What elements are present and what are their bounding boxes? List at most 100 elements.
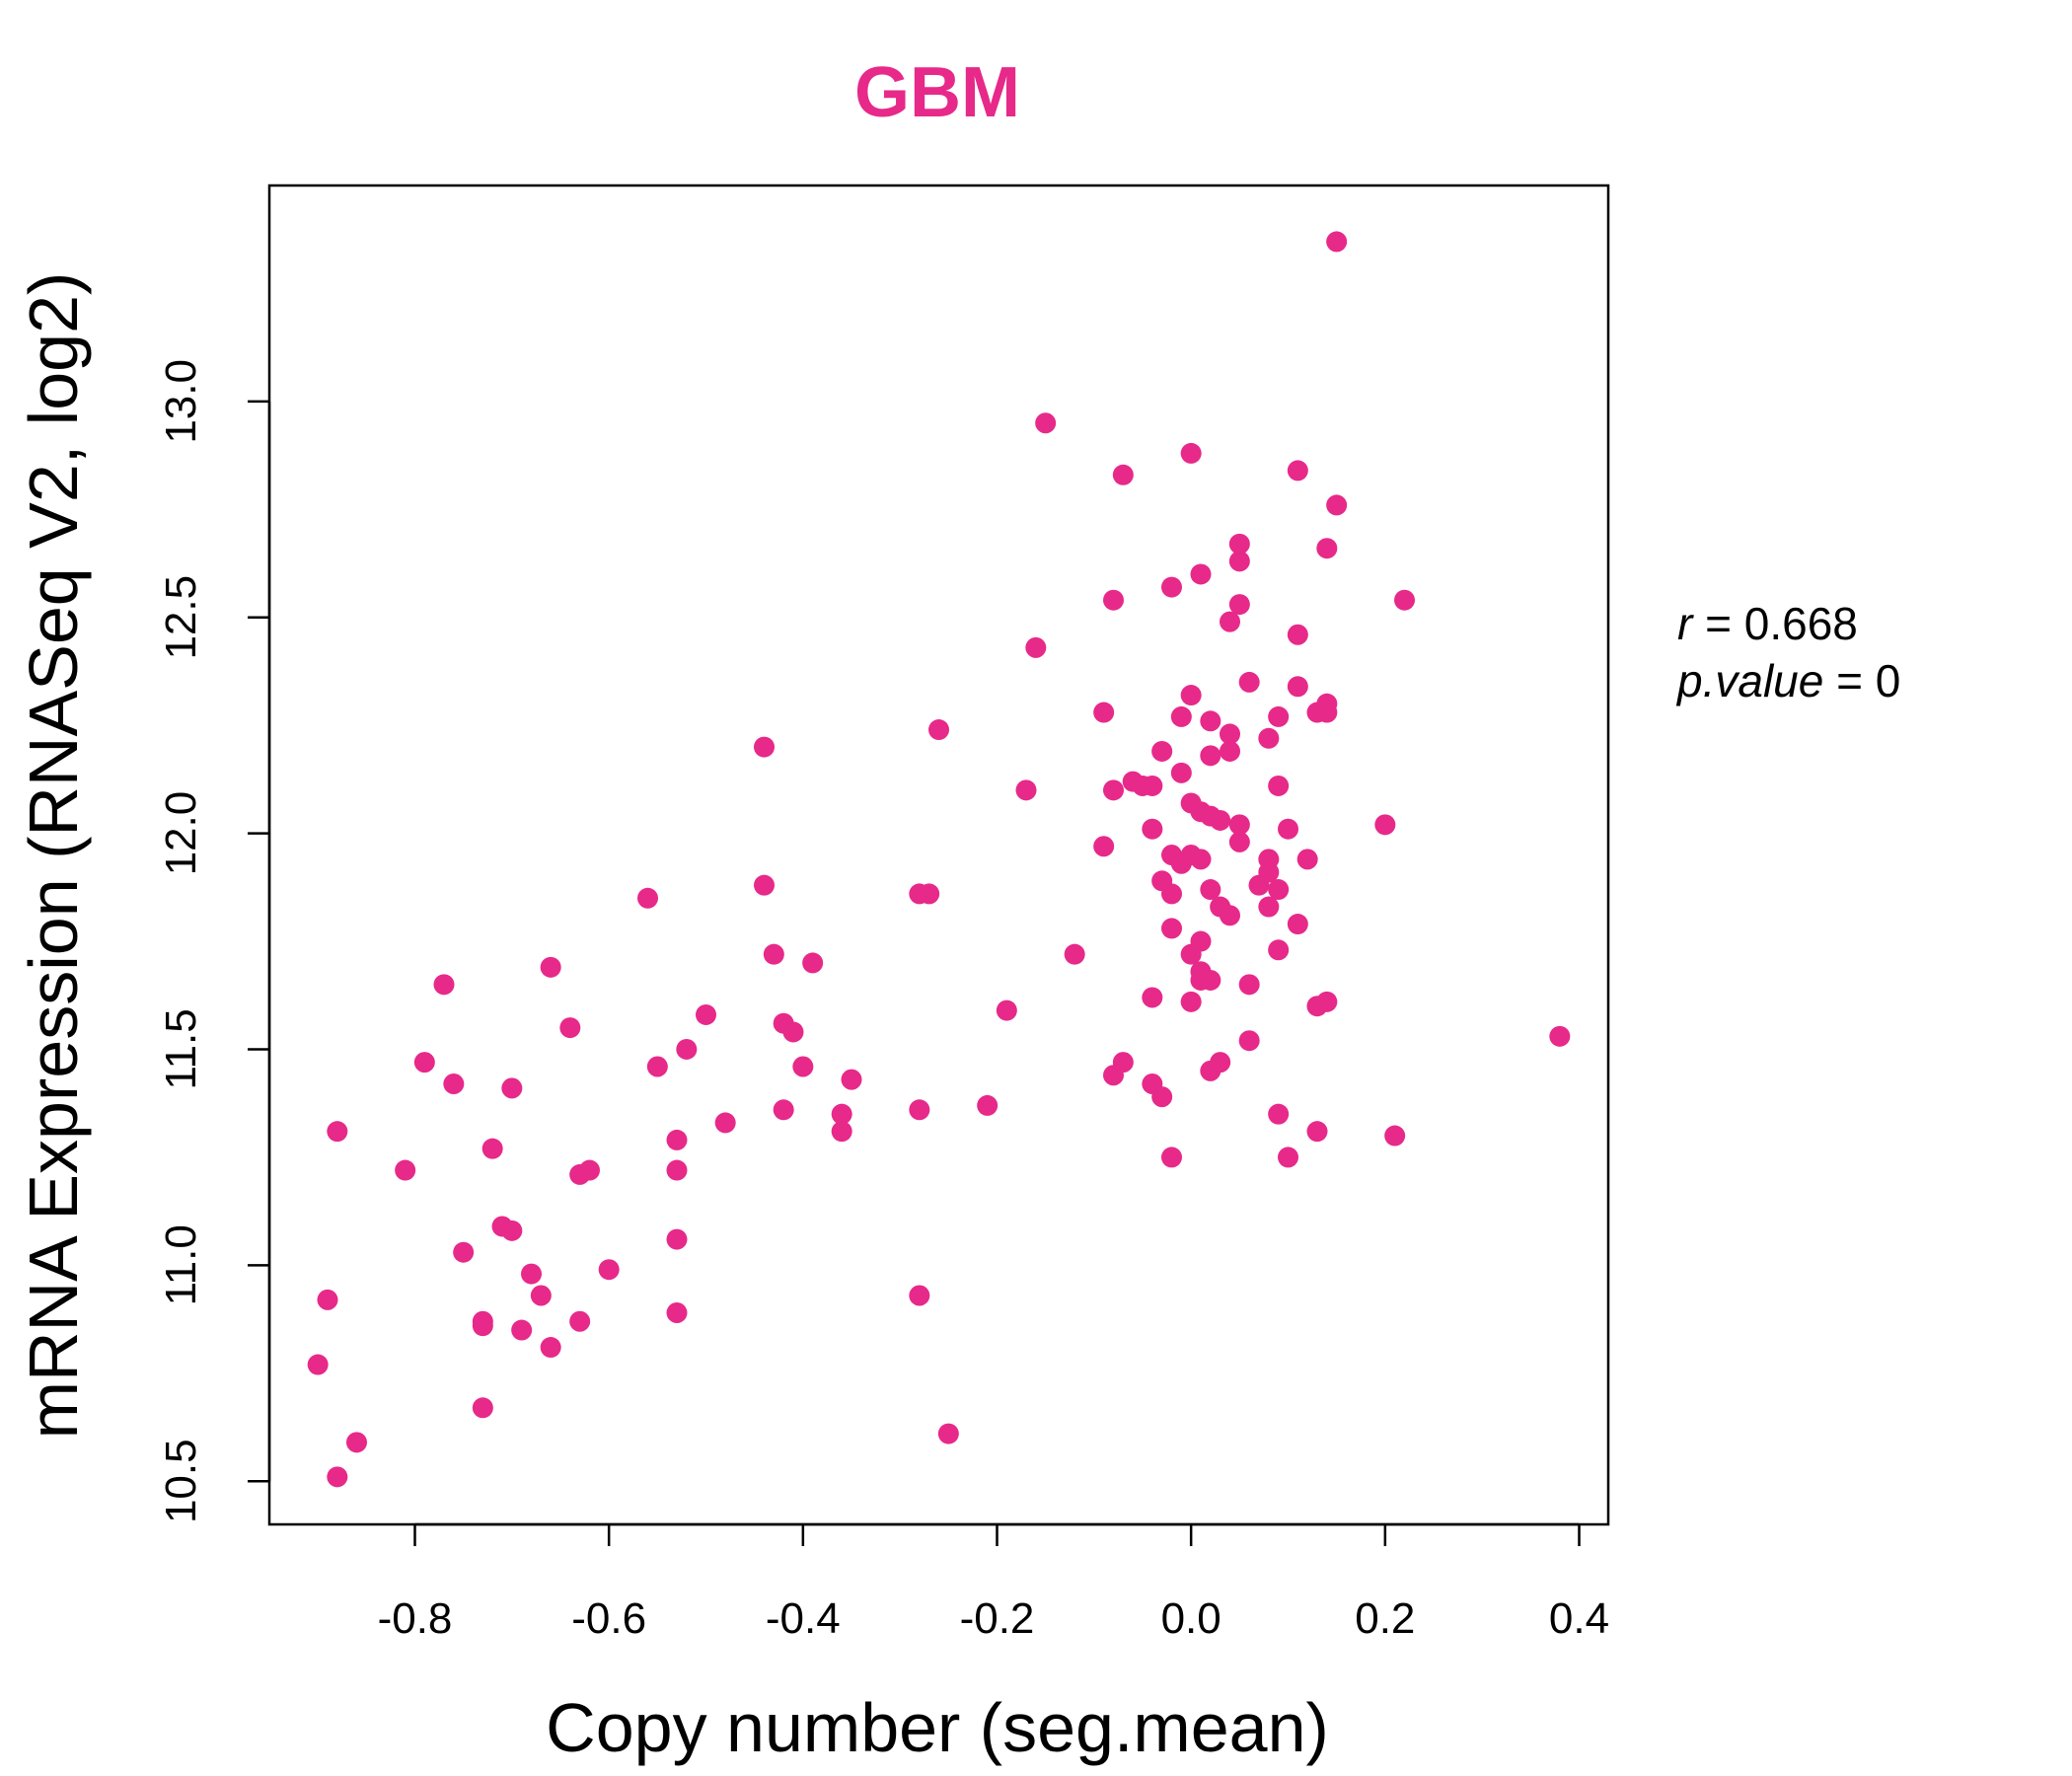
data-point bbox=[1180, 442, 1202, 464]
data-point bbox=[1180, 685, 1202, 706]
data-point bbox=[472, 1397, 493, 1419]
data-point bbox=[676, 1038, 698, 1060]
data-point bbox=[1278, 1147, 1298, 1168]
data-point bbox=[637, 887, 658, 909]
r-value: 0.668 bbox=[1744, 598, 1858, 649]
data-point bbox=[579, 1159, 600, 1181]
data-point bbox=[1316, 702, 1338, 723]
data-point bbox=[1549, 1025, 1571, 1047]
data-point bbox=[763, 943, 784, 965]
data-point bbox=[1238, 974, 1260, 996]
data-point bbox=[928, 719, 949, 741]
data-point bbox=[1093, 702, 1115, 723]
data-point bbox=[754, 736, 775, 758]
data-point bbox=[1287, 676, 1308, 698]
data-point bbox=[666, 1302, 688, 1324]
data-point bbox=[802, 952, 824, 974]
data-point bbox=[1142, 775, 1163, 796]
p-value: 0 bbox=[1876, 655, 1901, 706]
data-point bbox=[1316, 991, 1338, 1012]
plot-frame bbox=[267, 184, 1610, 1526]
data-point bbox=[1151, 1086, 1173, 1108]
x-tick-label: 0.2 bbox=[1355, 1594, 1415, 1643]
data-point bbox=[346, 1432, 367, 1453]
p-annotation: p.value = 0 bbox=[1675, 655, 1900, 706]
data-point bbox=[666, 1129, 688, 1150]
data-point bbox=[1268, 939, 1290, 961]
data-point bbox=[714, 1112, 736, 1134]
data-point bbox=[1035, 412, 1057, 434]
data-point bbox=[1228, 594, 1250, 616]
data-point bbox=[937, 1423, 959, 1444]
data-point bbox=[1200, 969, 1221, 991]
data-point bbox=[909, 1285, 930, 1306]
chart-title: GBM bbox=[854, 53, 1020, 132]
data-point bbox=[996, 999, 1017, 1021]
data-point bbox=[1015, 779, 1037, 801]
data-point bbox=[1326, 231, 1348, 253]
data-point bbox=[646, 1056, 668, 1077]
y-tick-label: 11.5 bbox=[157, 1008, 205, 1089]
data-point bbox=[773, 1099, 794, 1121]
data-point bbox=[327, 1121, 348, 1143]
data-point bbox=[1200, 745, 1221, 767]
data-point bbox=[327, 1466, 348, 1488]
y-axis-label: mRNA Expression (RNASeq V2, log2) bbox=[15, 272, 92, 1440]
x-tick-label: 0.0 bbox=[1161, 1594, 1221, 1643]
data-point bbox=[841, 1069, 862, 1090]
data-point bbox=[317, 1289, 338, 1310]
data-point bbox=[481, 1138, 503, 1159]
data-point bbox=[1228, 831, 1250, 852]
data-point bbox=[1238, 671, 1260, 693]
data-point bbox=[1374, 814, 1396, 836]
x-tick-label: -0.8 bbox=[378, 1594, 453, 1643]
data-point bbox=[501, 1077, 523, 1099]
data-point bbox=[1180, 991, 1202, 1012]
data-point bbox=[1268, 705, 1290, 727]
data-point bbox=[598, 1259, 620, 1281]
r-equals: = bbox=[1705, 598, 1744, 649]
data-point bbox=[1228, 533, 1250, 555]
data-point bbox=[1287, 914, 1308, 935]
data-point bbox=[540, 1337, 561, 1359]
data-point bbox=[1200, 710, 1221, 732]
data-point bbox=[530, 1285, 552, 1306]
data-point bbox=[1161, 1147, 1182, 1168]
data-point bbox=[909, 1099, 930, 1121]
data-point bbox=[1103, 779, 1124, 801]
data-point bbox=[1025, 636, 1047, 658]
data-point bbox=[501, 1220, 523, 1241]
data-point bbox=[1170, 705, 1192, 727]
y-axis: 10.5 11.0 11.5 12.0 12.5 13.0 bbox=[157, 359, 271, 1523]
data-point bbox=[1142, 818, 1163, 840]
data-point bbox=[511, 1319, 533, 1341]
data-point bbox=[1103, 589, 1124, 611]
data-point bbox=[1287, 624, 1308, 645]
data-point bbox=[666, 1228, 688, 1250]
data-points bbox=[307, 231, 1571, 1488]
x-axis: -0.8 -0.6 -0.4 -0.2 0.0 0.2 0.4 bbox=[378, 1522, 1609, 1643]
data-point bbox=[521, 1263, 542, 1285]
data-point bbox=[1190, 563, 1212, 585]
data-point bbox=[453, 1241, 475, 1263]
data-point bbox=[831, 1121, 852, 1143]
y-tick-label: 11.0 bbox=[157, 1224, 205, 1305]
data-point bbox=[1228, 814, 1250, 836]
data-point bbox=[831, 1103, 852, 1125]
data-point bbox=[1210, 809, 1231, 831]
p-equals: = bbox=[1836, 655, 1876, 706]
data-point bbox=[559, 1017, 581, 1039]
data-point bbox=[1296, 849, 1318, 870]
data-point bbox=[443, 1073, 465, 1095]
y-tick-label: 10.5 bbox=[157, 1439, 205, 1523]
data-point bbox=[1210, 1052, 1231, 1073]
data-point bbox=[472, 1315, 493, 1337]
r-label: r bbox=[1677, 598, 1694, 649]
data-point bbox=[1170, 762, 1192, 783]
data-point bbox=[1258, 861, 1280, 883]
data-point bbox=[1287, 460, 1308, 481]
data-point bbox=[919, 883, 940, 905]
data-point bbox=[1278, 818, 1298, 840]
data-point bbox=[1064, 943, 1085, 965]
